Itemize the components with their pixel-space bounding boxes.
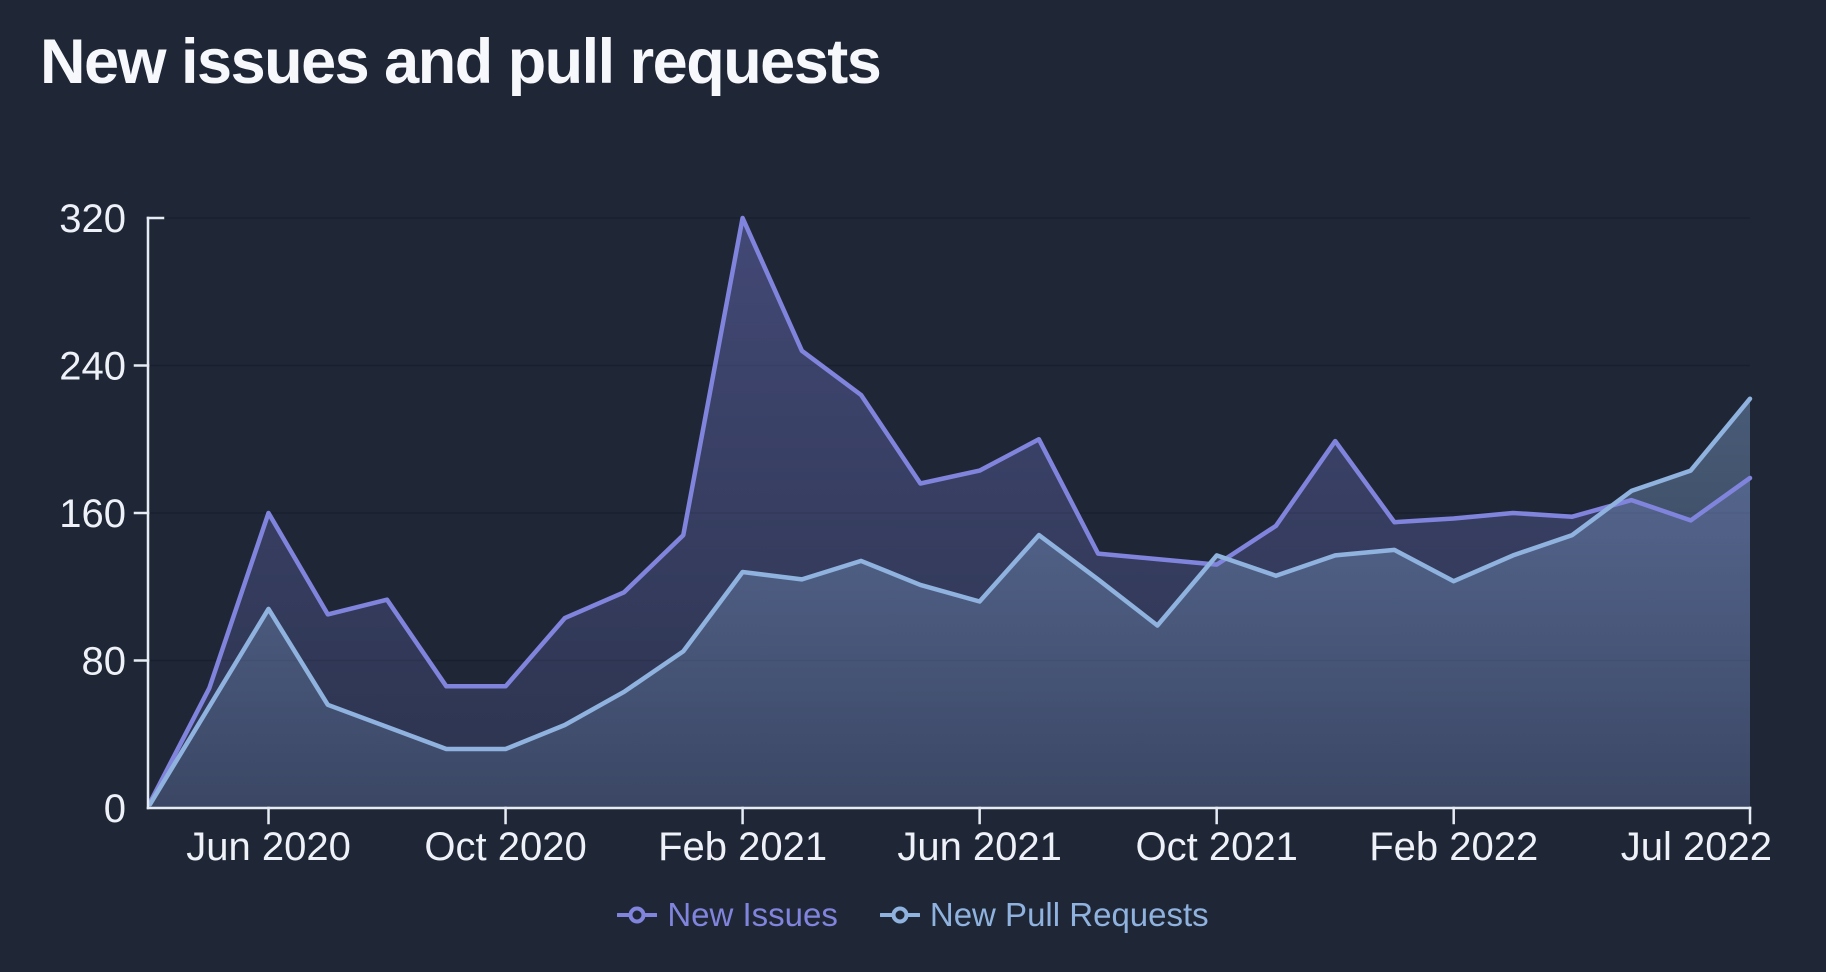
chart-legend: New Issues New Pull Requests (0, 896, 1826, 934)
x-tick-label-feb-2021: Feb 2021 (658, 825, 827, 869)
area-new-pull-requests (150, 398, 1750, 808)
x-tick-label-jun-2020: Jun 2020 (186, 825, 351, 869)
x-tick-label-oct-2021: Oct 2021 (1136, 825, 1298, 869)
legend-item-new-pull-requests[interactable]: New Pull Requests (879, 896, 1209, 934)
x-tick-label-jun-2021: Jun 2021 (897, 825, 1062, 869)
y-tick-label-80: 80 (82, 640, 127, 684)
line-new-pull-requests (147, 396, 1753, 807)
legend-marker-icon (879, 906, 920, 924)
legend-label: New Pull Requests (929, 896, 1209, 933)
y-tick-label-160: 160 (59, 492, 126, 536)
axes (133, 216, 1752, 825)
y-tick-label-240: 240 (59, 345, 126, 389)
y-tick-label-0: 0 (104, 787, 126, 831)
x-tick-label-jul-2022: Jul 2022 (1621, 825, 1772, 869)
y-tick-label-320: 320 (59, 197, 126, 241)
x-tick-label-feb-2022: Feb 2022 (1369, 825, 1538, 869)
legend-marker-icon (617, 906, 658, 924)
x-tick-label-oct-2020: Oct 2020 (424, 825, 586, 869)
legend-item-new-issues[interactable]: New Issues (617, 896, 838, 934)
legend-label: New Issues (667, 896, 838, 933)
page-title: New issues and pull requests (40, 27, 882, 97)
line-new-issues (147, 215, 1753, 805)
